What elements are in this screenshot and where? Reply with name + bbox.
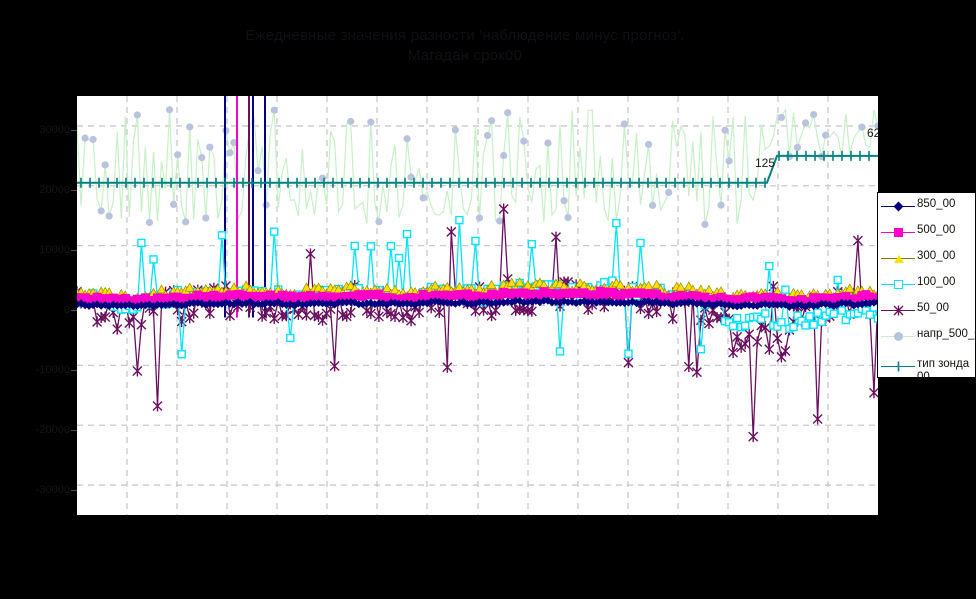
y-tick-label: 10000	[39, 244, 70, 256]
y-tick-mark	[71, 430, 77, 431]
legend-symbol-300	[881, 252, 915, 266]
y-tick-label: 0	[63, 304, 70, 316]
y-tick-mark	[71, 310, 77, 311]
annotation-62: 62	[867, 126, 878, 140]
y-tick-mark	[71, 370, 77, 371]
y-tick-label: 20000	[39, 184, 70, 196]
y-tick-mark	[71, 490, 77, 491]
legend-symbol-100	[881, 278, 915, 292]
y-tick-label: -20000	[35, 424, 70, 436]
legend-item-tipzonda[interactable]: тип зонда 00	[881, 358, 975, 388]
legend-label-tipzonda: тип зонда 00	[917, 358, 970, 383]
legend-item-50[interactable]: 50_00	[881, 302, 975, 328]
annotation-125: 125	[755, 156, 776, 170]
chart-title: Ежедневные значения разности 'наблюдение…	[245, 27, 685, 64]
legend-label-napr500: напр_500_00	[917, 328, 976, 340]
legend-item-500[interactable]: 500_00	[881, 224, 975, 250]
legend-symbol-850	[881, 200, 915, 214]
x-marker-icon	[893, 305, 904, 316]
y-tick-mark	[71, 190, 77, 191]
legend-item-850[interactable]: 850_00	[881, 198, 975, 224]
legend-item-300[interactable]: 300_00	[881, 250, 975, 276]
legend-label-850: 850_00	[917, 198, 956, 210]
y-tick-label: 30000	[39, 124, 70, 136]
y-tick-label: -10000	[35, 364, 70, 376]
legend-item-100[interactable]: 100_00	[881, 276, 975, 302]
y-tick-mark	[71, 130, 77, 131]
legend-symbol-500	[881, 226, 915, 240]
legend-symbol-50	[881, 304, 915, 318]
y-tick-label: -30000	[35, 484, 70, 496]
legend-label-500: 500_00	[917, 224, 956, 236]
legend-label-100: 100_00	[917, 276, 956, 288]
legend-symbol-napr500	[881, 330, 915, 344]
legend-label-50: 50_00	[917, 302, 949, 314]
chart-legend: 850_00 500_00 300_00 100_00	[877, 192, 976, 383]
legend-label-300: 300_00	[917, 250, 956, 262]
chart-canvas	[77, 96, 878, 515]
plus-marker-icon	[897, 361, 900, 372]
legend-symbol-tipzonda	[881, 360, 915, 374]
y-tick-mark	[71, 250, 77, 251]
plot-area: 125 62	[77, 96, 878, 515]
legend-item-napr500[interactable]: напр_500_00	[881, 328, 976, 358]
